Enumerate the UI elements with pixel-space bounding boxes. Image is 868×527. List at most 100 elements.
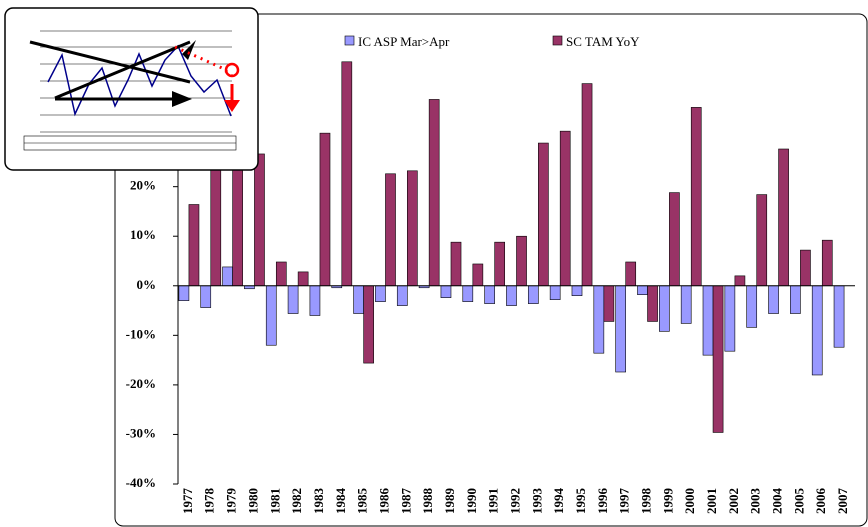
x-tick-label: 1998 <box>639 488 654 515</box>
bar <box>506 285 517 306</box>
bar <box>821 239 833 287</box>
bar <box>407 170 418 287</box>
bar <box>734 275 746 287</box>
x-tick-label: 2005 <box>791 488 806 515</box>
y-tick-label: 20% <box>130 178 156 193</box>
x-tick-label: 1992 <box>507 488 522 514</box>
x-tick-label: 1983 <box>311 488 326 515</box>
x-tick-label: 1986 <box>376 488 391 515</box>
bar <box>472 263 484 287</box>
inset-line <box>47 44 232 117</box>
bar <box>559 130 571 287</box>
bar <box>363 285 374 364</box>
bar <box>178 285 190 301</box>
bar <box>790 285 801 314</box>
x-tick-label: 1990 <box>464 488 479 514</box>
x-tick-label: 2007 <box>835 488 850 515</box>
bar <box>669 192 680 287</box>
bar <box>275 261 287 287</box>
inset-arrow <box>29 40 191 84</box>
inset-arrow <box>54 40 191 100</box>
bar <box>581 83 593 287</box>
bar <box>265 285 277 346</box>
bar <box>385 173 396 287</box>
bar <box>833 285 845 348</box>
x-tick-label: 1978 <box>202 488 217 515</box>
x-tick-label: 2003 <box>748 488 763 515</box>
y-tick-label: -30% <box>126 425 156 440</box>
x-tick-label: 1999 <box>660 488 675 515</box>
bar <box>319 132 331 287</box>
bar <box>680 285 692 324</box>
x-tick-label: 1977 <box>180 488 195 515</box>
x-tick-label: 2004 <box>770 488 785 515</box>
y-tick-label: 10% <box>130 227 156 242</box>
bar <box>309 285 321 316</box>
bar <box>746 285 758 328</box>
bar <box>527 285 539 304</box>
bar <box>200 285 212 308</box>
bar <box>571 285 583 296</box>
bar <box>232 156 243 287</box>
legend-label: SC TAM YoY <box>566 34 640 49</box>
bar <box>637 285 648 295</box>
bar <box>712 285 724 433</box>
y-tick-label: 0% <box>137 277 157 292</box>
legend-swatch <box>552 35 563 46</box>
x-tick-label: 2006 <box>813 488 828 515</box>
x-tick-label: 1980 <box>245 488 260 514</box>
bar <box>593 285 605 354</box>
inset-frame <box>4 7 259 171</box>
bar <box>341 61 353 287</box>
bar <box>450 241 462 287</box>
bar <box>690 107 702 287</box>
inset-thumbnail <box>4 7 259 171</box>
x-tick-label: 1988 <box>420 488 435 515</box>
bar <box>297 271 309 287</box>
x-tick-label: 1982 <box>289 488 304 514</box>
bar <box>484 285 495 304</box>
bar <box>811 285 823 376</box>
x-tick-label: 1995 <box>573 488 588 515</box>
bar <box>549 285 561 300</box>
y-tick-label: -40% <box>126 475 156 490</box>
bar <box>353 285 364 314</box>
inset-arrowhead-red <box>224 100 240 112</box>
bar <box>659 285 670 332</box>
inset-question <box>224 62 240 78</box>
bar <box>287 285 299 314</box>
bar <box>440 285 452 298</box>
x-tick-label: 1989 <box>442 488 457 515</box>
bar <box>615 285 626 373</box>
x-tick-label: 1994 <box>551 488 566 515</box>
x-tick-label: 1984 <box>333 488 348 515</box>
x-tick-label: 1981 <box>267 488 282 514</box>
bar <box>462 285 474 302</box>
x-tick-label: 1987 <box>398 488 413 515</box>
bar <box>222 266 233 287</box>
chart-frame <box>114 13 868 527</box>
x-tick-label: 1996 <box>595 488 610 515</box>
bar <box>800 249 811 287</box>
bar <box>375 285 386 302</box>
bar <box>603 285 615 322</box>
bar <box>724 285 736 352</box>
bar <box>538 142 549 287</box>
bar <box>756 194 768 287</box>
y-tick-label: -10% <box>126 326 156 341</box>
inset-arrowhead <box>182 40 196 60</box>
inset-arrowhead <box>172 91 192 107</box>
x-tick-label: 1993 <box>529 488 544 515</box>
x-tick-label: 2002 <box>726 488 741 514</box>
bar <box>396 285 408 306</box>
x-tick-label: 2000 <box>682 488 697 514</box>
x-tick-label: 1991 <box>486 488 501 514</box>
x-tick-label: 1979 <box>224 488 239 515</box>
x-tick-label: 1985 <box>355 488 370 515</box>
bar <box>516 235 527 287</box>
legend-label: IC ASP Mar>Apr <box>358 34 450 49</box>
y-tick-label: -20% <box>126 376 156 391</box>
legend-swatch <box>344 35 355 46</box>
